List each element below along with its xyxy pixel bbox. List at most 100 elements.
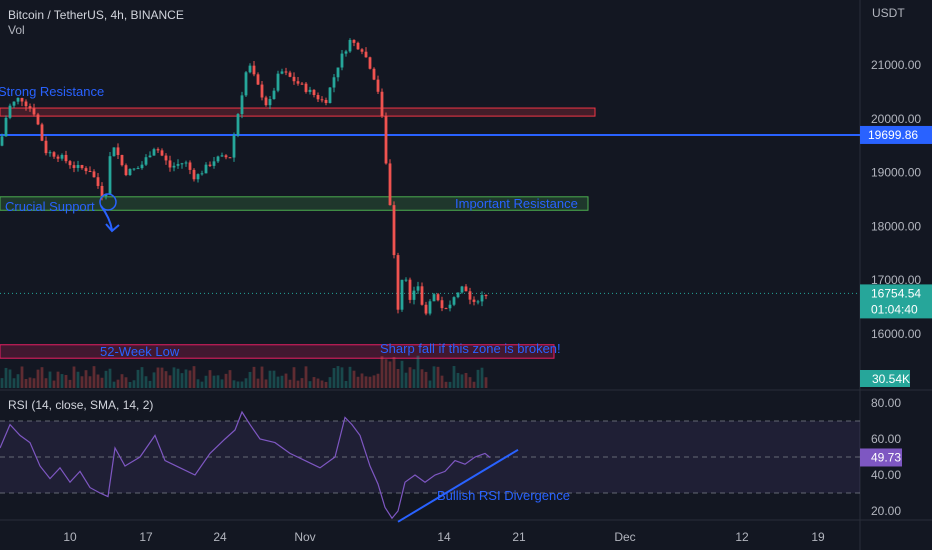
volume-bar [168, 375, 172, 388]
candle-body [60, 154, 64, 159]
volume-bar [384, 359, 388, 388]
volume-bar [4, 367, 8, 388]
volume-bar [176, 368, 180, 388]
candle-body [456, 292, 460, 298]
volume-bar [364, 376, 368, 388]
candle-body [68, 161, 72, 166]
volume-label[interactable]: Vol [8, 23, 25, 37]
time-tick-label: 19 [811, 530, 825, 544]
volume-bar [256, 378, 260, 388]
zone-important-resistance [0, 196, 589, 211]
volume-bar [152, 372, 156, 388]
volume-bar [376, 373, 380, 388]
candle-body [28, 106, 32, 109]
candle-body [332, 77, 336, 88]
volume-bar [60, 374, 64, 388]
volume-bar [240, 381, 244, 388]
candle-body [8, 105, 12, 118]
candle-body [408, 279, 412, 300]
volume-bar [428, 380, 432, 388]
volume-bar [372, 375, 376, 388]
candle-body [52, 152, 56, 157]
candle-body [168, 160, 172, 168]
candle-body [204, 164, 208, 174]
volume-bar [140, 367, 144, 388]
volume-bar [336, 366, 340, 388]
volume-bar [292, 367, 296, 388]
volume-bar [460, 374, 464, 388]
volume-bar [264, 379, 268, 388]
symbol-title[interactable]: Bitcoin / TetherUS, 4h, BINANCE [8, 8, 184, 22]
candle-body [148, 155, 152, 158]
volume-bar [208, 370, 212, 388]
volume-bar [244, 378, 248, 388]
candle-body [432, 294, 436, 302]
candle-body [268, 99, 272, 106]
candle-body [44, 140, 48, 154]
candle-countdown-label: 01:04:40 [871, 302, 918, 316]
volume-bar [220, 379, 224, 388]
time-tick-label: 24 [213, 530, 227, 544]
time-tick-label: 10 [63, 530, 77, 544]
volume-bar [440, 375, 444, 388]
volume-bar [232, 380, 236, 388]
volume-bar [484, 377, 488, 388]
last-price-badge [860, 284, 932, 319]
time-tick-label: Nov [294, 530, 315, 544]
rsi-line [0, 410, 491, 520]
volume-bar [444, 381, 448, 388]
rsi-tick-label: 80.00 [871, 396, 901, 410]
candle-body [36, 114, 40, 125]
candle-body [144, 157, 148, 165]
candle-body [132, 168, 136, 170]
candle-body [56, 156, 60, 159]
volume-bar [412, 369, 416, 388]
price-axis-unit: USDT [872, 6, 905, 20]
volume-bar [72, 366, 76, 388]
volume-bar [40, 367, 44, 388]
volume-bar [380, 356, 384, 388]
candle-body [452, 297, 456, 305]
candle-body [136, 168, 140, 170]
volume-bar [276, 376, 280, 388]
candle-body [224, 155, 228, 158]
volume-bar [312, 377, 316, 388]
candle-body [376, 79, 380, 92]
volume-bar [368, 376, 372, 388]
candle-body [460, 286, 464, 293]
volume-bar [100, 377, 104, 388]
rsi-tick-label: 20.00 [871, 504, 901, 518]
candle-body [276, 73, 280, 91]
volume-bar [464, 372, 468, 388]
candle-body [220, 155, 224, 157]
candle-body [208, 164, 212, 166]
candle-body [424, 304, 428, 314]
volume-bar [324, 381, 328, 388]
annotation-bullish-rsi-divergence: Bullish RSI Divergence [437, 488, 570, 503]
candle-body [64, 154, 68, 162]
candle-body [284, 71, 288, 73]
candle-body [252, 65, 256, 75]
candle-body [196, 174, 200, 180]
candle-body [304, 83, 308, 92]
zone-strong-resistance [0, 107, 596, 117]
volume-bar [316, 378, 320, 388]
volume-bar [348, 366, 352, 388]
candles [0, 38, 488, 388]
candle-body [188, 162, 192, 170]
candle-body [368, 57, 372, 69]
volume-bar [20, 366, 24, 388]
price-tick-label: 18000.00 [871, 219, 921, 233]
candle-body [156, 149, 160, 151]
candle-body [172, 165, 176, 168]
candle-body [100, 185, 104, 197]
candle-body [216, 156, 220, 162]
candle-body [344, 51, 348, 54]
rsi-value-badge [860, 448, 902, 467]
rsi-title[interactable]: RSI (14, close, SMA, 14, 2) [8, 398, 154, 412]
volume-bar [136, 369, 140, 388]
candle-body [104, 194, 108, 197]
price-tick-label: 17000.00 [871, 273, 921, 287]
candle-body [392, 205, 396, 256]
